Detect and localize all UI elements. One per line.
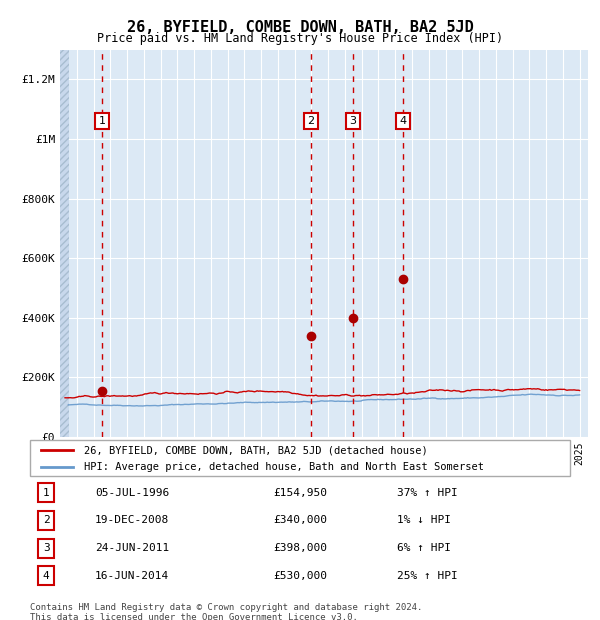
Text: 4: 4 xyxy=(400,116,407,126)
Text: 05-JUL-1996: 05-JUL-1996 xyxy=(95,488,169,498)
Text: £340,000: £340,000 xyxy=(273,515,327,526)
Text: 2: 2 xyxy=(307,116,314,126)
Bar xyxy=(60,50,69,437)
Text: Contains HM Land Registry data © Crown copyright and database right 2024.
This d: Contains HM Land Registry data © Crown c… xyxy=(30,603,422,620)
Text: 3: 3 xyxy=(43,543,50,553)
Text: 2: 2 xyxy=(43,515,50,526)
Text: £530,000: £530,000 xyxy=(273,571,327,581)
Text: HPI: Average price, detached house, Bath and North East Somerset: HPI: Average price, detached house, Bath… xyxy=(84,462,484,472)
Text: 1: 1 xyxy=(98,116,106,126)
Text: 6% ↑ HPI: 6% ↑ HPI xyxy=(397,543,451,553)
Text: 24-JUN-2011: 24-JUN-2011 xyxy=(95,543,169,553)
Text: 25% ↑ HPI: 25% ↑ HPI xyxy=(397,571,458,581)
Text: 1: 1 xyxy=(43,488,50,498)
Text: 26, BYFIELD, COMBE DOWN, BATH, BA2 5JD (detached house): 26, BYFIELD, COMBE DOWN, BATH, BA2 5JD (… xyxy=(84,445,428,455)
Text: 37% ↑ HPI: 37% ↑ HPI xyxy=(397,488,458,498)
Text: 19-DEC-2008: 19-DEC-2008 xyxy=(95,515,169,526)
Text: £398,000: £398,000 xyxy=(273,543,327,553)
Text: Price paid vs. HM Land Registry's House Price Index (HPI): Price paid vs. HM Land Registry's House … xyxy=(97,32,503,45)
FancyBboxPatch shape xyxy=(30,440,570,476)
Text: 4: 4 xyxy=(43,571,50,581)
Text: 3: 3 xyxy=(349,116,356,126)
Text: 16-JUN-2014: 16-JUN-2014 xyxy=(95,571,169,581)
Text: 1% ↓ HPI: 1% ↓ HPI xyxy=(397,515,451,526)
Text: £154,950: £154,950 xyxy=(273,488,327,498)
Text: 26, BYFIELD, COMBE DOWN, BATH, BA2 5JD: 26, BYFIELD, COMBE DOWN, BATH, BA2 5JD xyxy=(127,20,473,35)
